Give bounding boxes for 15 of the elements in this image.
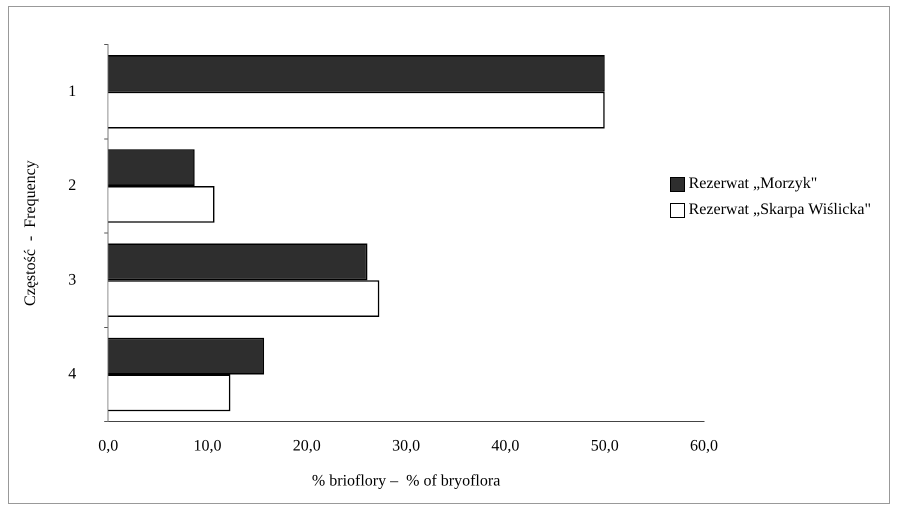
text: Rezerwat „Skarpa Wiślicka" <box>688 201 871 219</box>
y-tick-label: 2 <box>68 177 76 194</box>
x-tick-label: 20,0 <box>292 437 321 454</box>
x-tick-label: 40,0 <box>491 437 520 454</box>
x-tick-label: 0,0 <box>98 437 118 454</box>
x-tick-label: 30,0 <box>392 437 420 454</box>
x-tick-label: 10,0 <box>194 437 222 454</box>
y-tick-label: 1 <box>68 82 76 100</box>
x-tick-label: 50,0 <box>590 437 619 454</box>
x-tick-label: 60,0 <box>690 437 718 454</box>
legend-label: Rezerwat „Morzyk" <box>688 175 818 193</box>
y-axis-title: Częstość - Frequency <box>22 160 39 306</box>
y-tick-label: 3 <box>68 271 76 288</box>
x-axis-title: % brioflory – % of bryoflora <box>312 472 500 490</box>
y-tick-label: 4 <box>68 366 76 383</box>
